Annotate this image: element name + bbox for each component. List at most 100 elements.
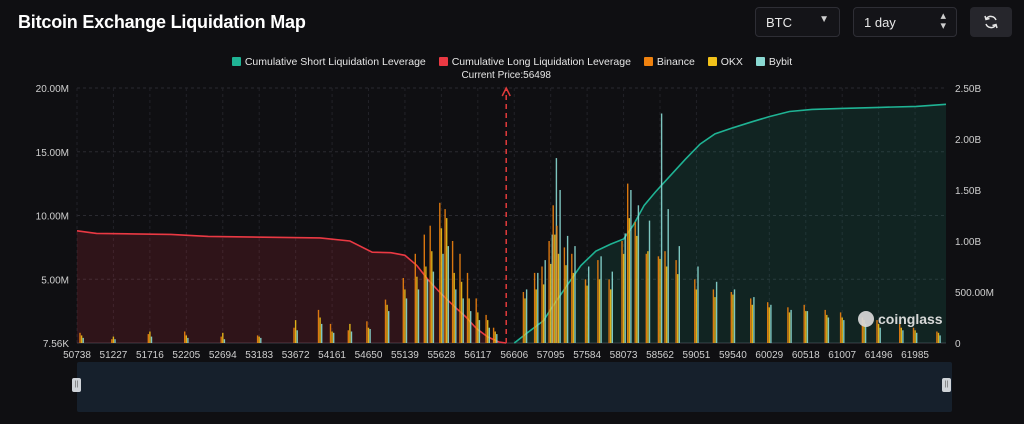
bar-binance [694,279,696,344]
current-price-label: Current Price:56498 [461,70,551,81]
y-right-tick-label: 0 [955,339,961,350]
bar-okx [565,265,567,343]
y-right-tick-label: 2.50B [955,84,981,95]
bar-bybit [296,330,298,344]
bar-okx [494,331,496,343]
x-tick-label: 52694 [209,350,237,361]
x-tick-label: 59051 [683,350,711,361]
bar-okx [542,284,545,343]
bar-binance [414,253,416,344]
x-tick-label: 53183 [245,350,273,361]
bar-okx [416,276,418,343]
timeframe-select-value: 1 day [864,15,896,30]
chevron-down-icon: ▼ [819,14,829,25]
bar-okx [404,289,406,343]
bar-okx [319,317,321,343]
legend-swatch [755,57,765,66]
bar-binance [597,260,599,343]
bar-okx [440,228,443,344]
refresh-button[interactable] [970,7,1012,37]
bar-okx [914,330,916,344]
bar-binance [522,292,525,343]
bar-binance [876,320,878,343]
bar-okx [557,253,560,344]
x-tick-label: 51716 [136,350,164,361]
bar-bybit [350,331,353,343]
legend-item-bybit[interactable]: Bybit [755,56,793,68]
bar-okx [367,327,370,343]
bar-bybit [537,272,539,343]
legend-item-short[interactable]: Cumulative Short Liquidation Leverage [231,56,426,68]
range-slider-left-handle[interactable]: || [72,378,81,392]
legend-item-binance[interactable]: Binance [643,56,695,68]
bar-binance [485,314,487,343]
x-tick-label: 52205 [172,350,200,361]
bar-bybit [574,246,576,343]
bar-okx [468,298,470,343]
bar-binance [384,299,387,343]
bar-bybit [388,311,390,343]
bar-bybit [82,337,84,343]
bar-binance [548,241,550,343]
timeframe-select[interactable]: 1 day ▴ ▾ [853,7,957,37]
bar-okx [425,266,427,343]
refresh-icon [984,15,998,29]
bar-bybit [916,332,918,343]
bar-okx [659,258,661,343]
bar-bybit [150,336,153,343]
bar-binance [767,302,769,343]
bar-binance [111,339,113,343]
bar-binance [552,205,554,343]
bar-binance [475,298,477,343]
bar-bybit [806,311,809,343]
bar-bybit [417,289,420,343]
bar-binance [402,278,404,343]
bar-okx [647,251,649,343]
bar-binance [839,312,842,343]
y-left-tick-label: 10.00M [36,212,69,223]
bar-okx [805,311,807,343]
bar-bybit [660,113,663,343]
legend-label: Cumulative Long Liquidation Leverage [451,56,631,68]
bar-okx [628,218,630,343]
bar-bybit [733,289,736,343]
page-title: Bitcoin Exchange Liquidation Map [18,12,306,32]
bar-bybit [369,329,371,343]
chart-legend: Cumulative Short Liquidation Leverage Cu… [0,56,1024,68]
bar-okx [841,317,843,343]
bar-bybit [697,266,699,343]
legend-label: Bybit [768,56,793,68]
range-slider-track[interactable] [77,362,952,412]
bar-binance [861,317,864,343]
bar-okx [751,304,753,344]
bar-binance [147,334,149,343]
range-slider-right-handle[interactable]: || [942,378,951,392]
bar-binance [293,327,295,343]
bar-binance [444,209,446,343]
bar-bybit [470,311,472,343]
long-area-fill [77,230,507,343]
bar-bybit [790,309,792,343]
coinglass-logo-icon [858,311,874,327]
x-tick-label: 61496 [865,350,893,361]
bar-bybit [544,260,546,343]
bar-bybit [223,339,226,343]
x-tick-label: 56117 [464,350,492,361]
legend-item-okx[interactable]: OKX [707,56,743,68]
bar-binance [634,221,636,343]
legend-item-long[interactable]: Cumulative Long Liquidation Leverage [438,56,631,68]
bar-bybit [770,304,772,344]
bar-okx [877,323,880,343]
coin-select[interactable]: BTC ▼ [755,7,840,37]
bar-okx [732,294,734,343]
bar-binance [664,251,666,343]
bar-binance [730,292,732,343]
bar-binance [533,272,536,343]
bar-bybit [588,266,590,343]
bar-okx [863,320,865,343]
bar-okx [258,336,260,343]
bar-binance [429,225,431,343]
y-right-tick-label: 500.00M [955,288,994,299]
bar-bybit [442,253,444,344]
